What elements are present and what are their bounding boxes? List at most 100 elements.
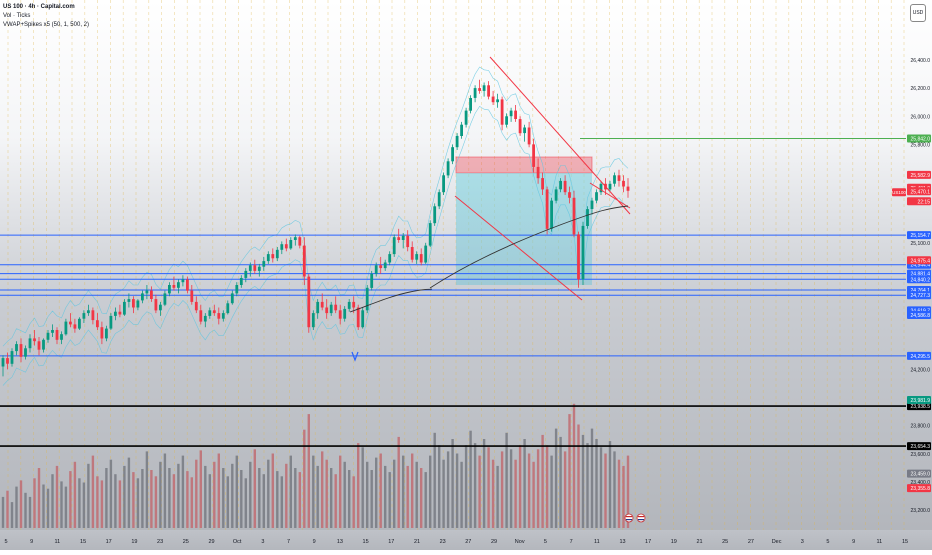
time-tick: 5 [826,539,829,545]
volume-bar [87,463,90,528]
price-chart[interactable]: US100 US 100 · 4h · Capital.com Vol · Ti… [0,0,906,530]
volume-bar [253,449,256,528]
candle-body [105,328,108,339]
candle-body [577,234,580,280]
candle-body [343,308,347,319]
candle-body [500,99,504,125]
volume-bar [429,455,432,528]
vwap-band-lower [2,105,629,386]
volume-bar [186,471,189,528]
candle-body [464,110,468,125]
candle-body [212,310,216,314]
candles [1,79,630,377]
time-tick: 7 [287,539,290,545]
candle-body [230,293,234,304]
legend-volume[interactable]: Vol · Ticks [3,13,31,19]
symbol-tag-text: US100 [892,190,906,195]
supply-zone [455,156,593,174]
volume-bar [1,496,5,528]
volume-bar [393,459,396,528]
price-axis[interactable]: 26,400.0 26,200.0 26,000.0 25,800.0 25,100.0… [906,0,932,530]
price-tag-text: 23,355.8 [911,486,931,492]
candle-body [136,300,140,308]
candle-body [217,313,221,319]
volume-bar [438,445,441,528]
price-tick: 23,600.0 [911,452,931,458]
legend-symbol[interactable]: US 100 · 4h · Capital.com [3,4,75,10]
candle-body [617,175,621,181]
volume-bar [500,451,504,528]
volume-bar [73,461,77,528]
legend-vwap[interactable]: VWAP+Spikes x5 (50, 1, 500, 2) [3,22,89,28]
level-tag [907,291,931,300]
volume-bar [114,474,117,528]
volume-bar [240,470,243,528]
time-tick: 27 [465,539,471,545]
volume-bar [213,461,216,528]
candle-body [338,310,342,319]
volume-bar [96,476,99,528]
candle-body [154,299,158,311]
candle-body [87,310,90,314]
volume-bar [118,480,122,528]
candle-body [478,88,481,91]
volume-bar [222,468,225,528]
candle-body [6,358,9,364]
volume-bar [339,455,342,528]
candle-body [406,235,410,248]
volume-bar [348,470,351,528]
candle-body [433,206,437,224]
time-tick: Nov [515,539,525,545]
volume-bar [307,414,310,528]
candle-body [595,192,598,201]
price-tick: 23,400.0 [911,480,931,486]
candle-body [590,200,594,209]
volume-bar [271,453,274,528]
chart-canvas[interactable]: US100 [0,0,906,530]
demand-zone [456,173,592,285]
price-tag [907,484,931,493]
time-tick: 17 [106,539,112,545]
candle-body [163,293,167,305]
volume-bar [127,457,131,528]
candle-body [132,299,135,308]
candle-body [96,320,99,328]
candle-body [437,192,441,207]
volume-bar [527,453,531,528]
volume-bar [518,445,522,528]
candle-body [275,249,279,259]
candle-body [356,307,360,328]
candle-body [608,183,612,190]
candle-body [559,180,562,190]
volume-bar [249,461,252,528]
triangle-lower-line [454,195,583,301]
candle-body [298,237,302,246]
time-tick: 15 [902,539,908,545]
volume-bar [33,478,36,528]
time-axis[interactable]: 5 9 11 15 17 19 23 25 29 Oct 3 7 9 13 15 17 21 23 27 29 Nov 5… [0,530,932,550]
legend: US 100 · 4h · Capital.com Vol · Ticks VW… [3,3,89,30]
volume-bar [276,471,279,528]
volume-bar [312,455,315,528]
volume-bar [217,453,220,528]
price-tag [907,170,931,179]
candle-body [311,313,315,328]
time-tick: 27 [748,539,754,545]
candle-body [613,175,616,184]
level-tag [907,134,931,143]
time-tick: 21 [414,539,420,545]
candle-body [518,119,522,134]
time-tick: 23 [157,539,163,545]
time-tick: 7 [570,539,573,545]
volume-bar [451,439,454,528]
currency-button[interactable]: USD [910,4,926,22]
level-tag-text: 25,842.0 [911,137,931,143]
time-tick: 3 [801,539,804,545]
volume-bar [572,403,576,528]
time-tick: 25 [722,539,728,545]
volume-bar [64,486,68,528]
candle-body [379,265,383,269]
level-tag [907,231,931,240]
symbol-tag [892,188,906,197]
candle-body [361,310,365,328]
